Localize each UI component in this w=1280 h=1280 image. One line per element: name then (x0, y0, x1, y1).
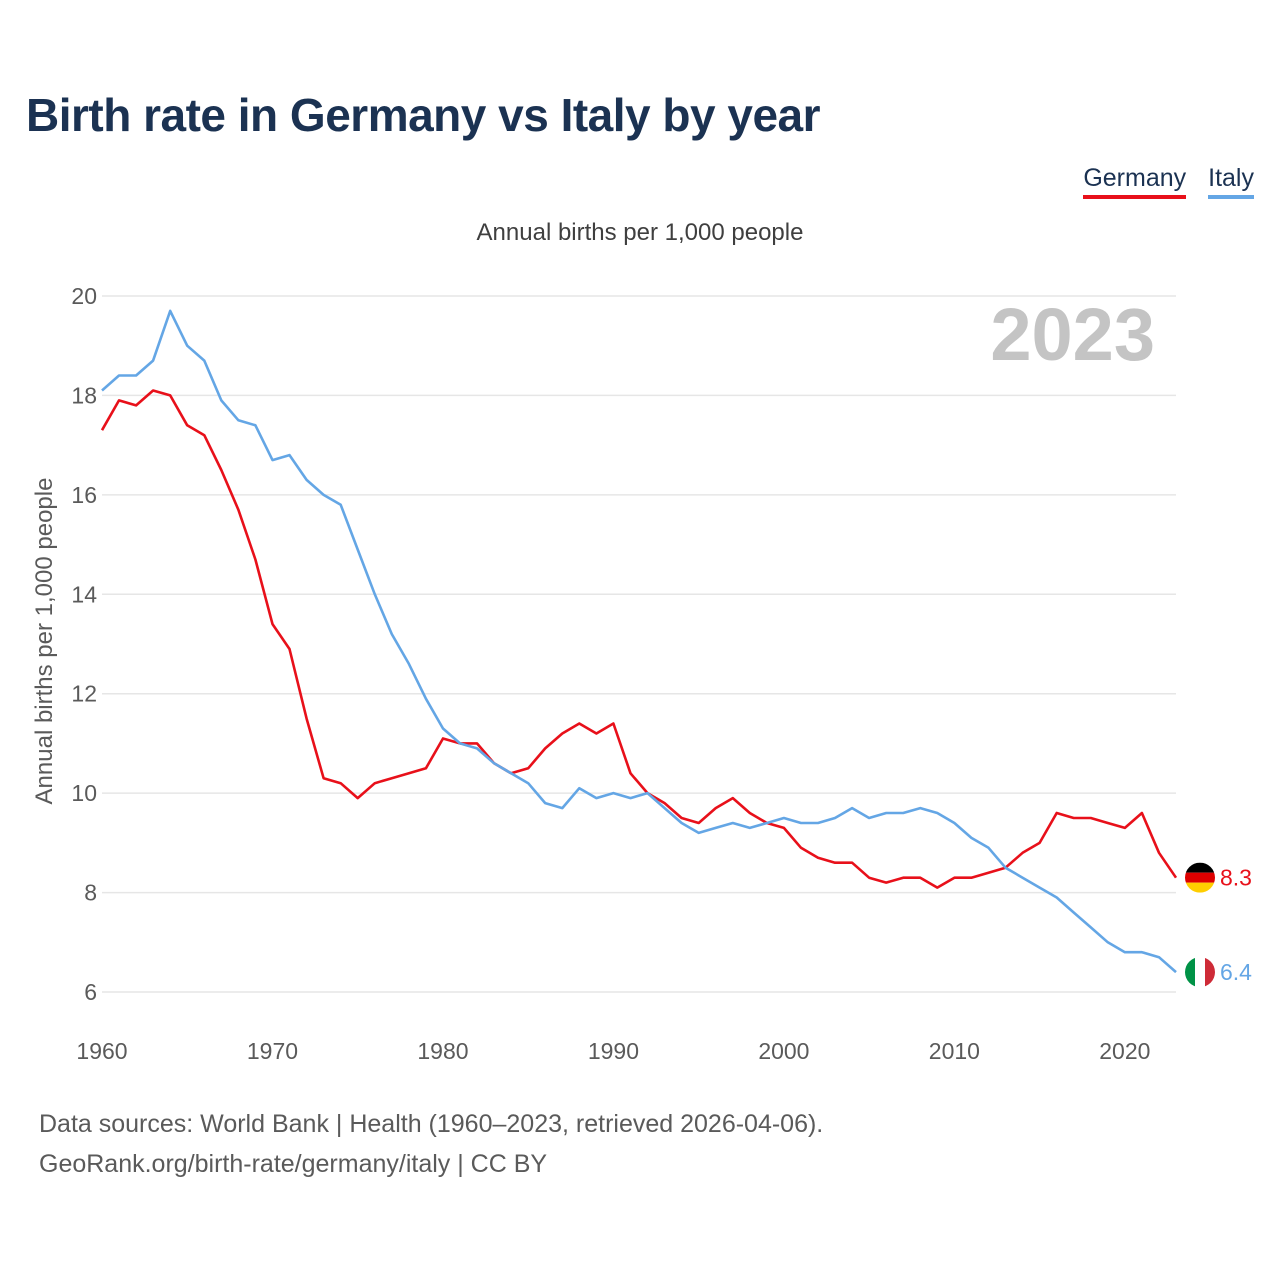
x-tick-label: 1990 (588, 1038, 639, 1064)
gridlines (102, 295, 1176, 993)
x-tick-label: 2010 (929, 1038, 980, 1064)
legend-item-italy[interactable]: Italy (1208, 164, 1254, 199)
y-tick-label: 20 (71, 283, 97, 309)
legend-item-germany[interactable]: Germany (1083, 164, 1187, 199)
series-lines (100, 309, 1178, 974)
y-tick-label: 6 (84, 979, 97, 1005)
germany-flag-icon (1185, 862, 1215, 893)
series-line-italy[interactable] (101, 309, 1177, 974)
italy-flag-icon (1185, 957, 1215, 988)
line-chart: 2023 Annual births per 1,000 people Annu… (31, 219, 1252, 1064)
footer: Data sources: World Bank | Health (1960–… (39, 1104, 823, 1184)
x-tick-label: 2000 (758, 1038, 809, 1064)
y-tick-label: 16 (71, 482, 97, 508)
chart-subtitle: Annual births per 1,000 people (477, 219, 804, 246)
series-end-markers: 8.3 6.4 (1185, 862, 1252, 988)
x-tick-label: 1980 (417, 1038, 468, 1064)
y-axis-ticks: 6 8 10 12 14 16 18 20 (71, 283, 97, 1005)
y-tick-label: 14 (71, 581, 97, 607)
year-watermark: 2023 (990, 293, 1155, 376)
legend: Germany Italy (1083, 164, 1254, 199)
footer-link[interactable]: GeoRank.org/birth-rate/germany/italy | C… (39, 1150, 548, 1178)
y-tick-label: 12 (71, 681, 97, 707)
x-axis-ticks: 1960 1970 1980 1990 2000 2010 2020 (76, 1038, 1150, 1064)
page-title: Birth rate in Germany vs Italy by year (26, 89, 821, 141)
end-label-germany: 8.3 (1220, 865, 1252, 891)
y-axis-label: Annual births per 1,000 people (31, 478, 58, 805)
x-tick-label: 1970 (247, 1038, 298, 1064)
y-tick-label: 18 (71, 382, 97, 408)
y-tick-label: 8 (84, 880, 97, 906)
y-tick-label: 10 (71, 780, 97, 806)
x-tick-label: 1960 (76, 1038, 127, 1064)
end-label-italy: 6.4 (1220, 959, 1252, 985)
x-tick-label: 2020 (1099, 1038, 1150, 1064)
series-line-germany[interactable] (100, 389, 1178, 889)
footer-sources: Data sources: World Bank | Health (1960–… (39, 1110, 824, 1138)
